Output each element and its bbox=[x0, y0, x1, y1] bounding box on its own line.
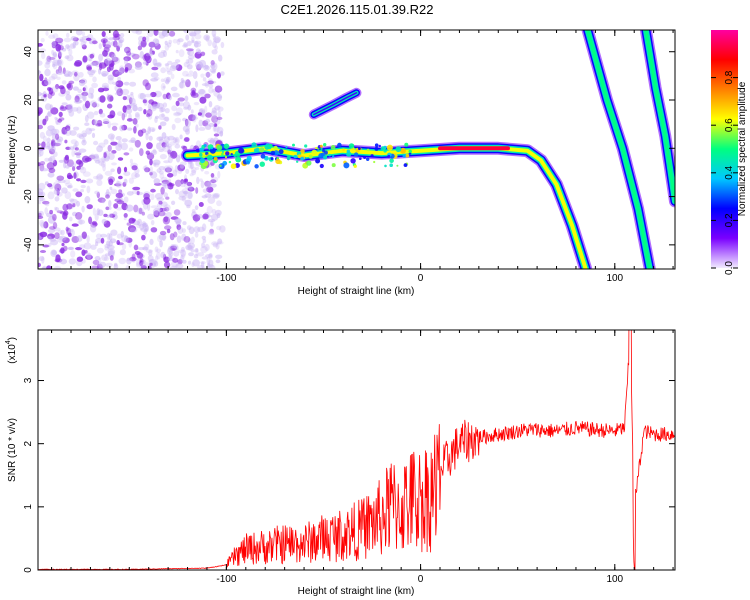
y-tick-label: 0 bbox=[23, 145, 34, 151]
y-tick-label: 40 bbox=[23, 46, 34, 58]
svg-text:(x104): (x104) bbox=[5, 337, 18, 364]
chart-title: C2E1.2026.115.01.39.R22 bbox=[281, 2, 434, 17]
x-tick-label: 0 bbox=[418, 273, 424, 284]
y-tick-label: -20 bbox=[23, 189, 34, 204]
colorbar-ticks: 0.0 0.2 0.4 0.6 0.8 bbox=[711, 70, 738, 275]
snr-ylabel: SNR (10 * v/v) bbox=[7, 418, 18, 482]
spectrogram-noise bbox=[38, 30, 226, 269]
colorbar: 0.0 0.2 0.4 0.6 0.8 Normalized spectral ampl… bbox=[711, 30, 748, 275]
snr-series-line bbox=[38, 330, 675, 570]
colorbar-tick-label: 0.6 bbox=[724, 118, 735, 132]
y-tick-label: 0 bbox=[23, 567, 34, 573]
snr-multiplier: (x104) bbox=[5, 337, 18, 364]
x-tick-label: 100 bbox=[606, 574, 623, 585]
colorbar-tick-label: 0.8 bbox=[724, 70, 735, 84]
spectrogram-stripe-2 bbox=[639, 30, 675, 208]
snr-frame bbox=[37, 329, 676, 571]
spectrogram-ylabel: Frequency (Hz) bbox=[7, 116, 18, 185]
colorbar-label: Normalized spectral amplitude bbox=[737, 81, 748, 216]
snr-axes: -100 0 100 0 1 2 3 bbox=[23, 330, 675, 585]
y-tick-label: 3 bbox=[23, 377, 34, 383]
colorbar-gradient bbox=[711, 30, 738, 268]
x-tick-label: -100 bbox=[216, 574, 236, 585]
spectrogram-content bbox=[38, 30, 675, 269]
colorbar-tick-label: 0.2 bbox=[724, 213, 735, 227]
snr-multiplier-base: (x10 bbox=[7, 344, 18, 364]
spectrogram-xlabel: Height of straight line (km) bbox=[298, 286, 415, 297]
colorbar-tick-label: 0.0 bbox=[724, 261, 735, 275]
colorbar-tick-label: 0.4 bbox=[724, 165, 735, 179]
spectrogram-panel: -100 0 100 -40 -20 0 20 40 Height of straight l… bbox=[7, 29, 676, 297]
x-tick-label: 100 bbox=[606, 273, 623, 284]
x-tick-label: -100 bbox=[216, 273, 236, 284]
snr-background bbox=[38, 330, 675, 570]
spectrogram-stripe-1 bbox=[581, 30, 656, 269]
snr-multiplier-exp: 4 bbox=[5, 340, 12, 344]
snr-content bbox=[38, 330, 675, 570]
spectrogram-side-blob bbox=[308, 87, 362, 120]
snr-panel: -100 0 100 0 1 2 3 Height of straight line (km… bbox=[5, 329, 676, 597]
spectrogram-main-trace-core bbox=[195, 142, 510, 170]
y-tick-label: 1 bbox=[23, 504, 34, 510]
y-tick-label: 2 bbox=[23, 440, 34, 446]
y-tick-label: -40 bbox=[23, 237, 34, 252]
x-tick-label: 0 bbox=[418, 574, 424, 585]
spectrogram-frame bbox=[37, 29, 676, 270]
spectrogram-axes: -100 0 100 -40 -20 0 20 40 bbox=[23, 30, 675, 284]
y-tick-label: 20 bbox=[23, 94, 34, 106]
snr-xlabel: Height of straight line (km) bbox=[298, 586, 415, 597]
